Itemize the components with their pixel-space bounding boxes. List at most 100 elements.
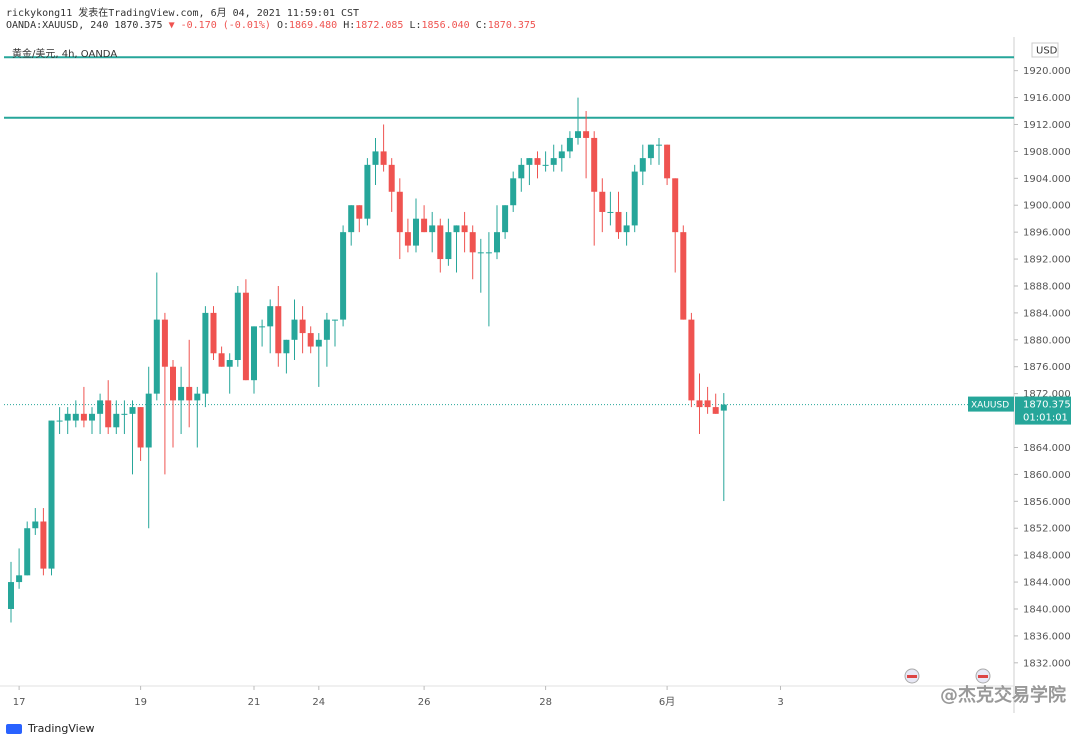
y-tick-label: 1896.000 [1023,228,1071,239]
candle-body [291,319,298,340]
candle-body [526,158,533,165]
candle-body [210,312,217,354]
y-tick-label: 1864.000 [1023,443,1071,454]
y-tick-label: 1880.000 [1023,335,1071,346]
candle-body [453,225,460,233]
y-tick-label: 1920.000 [1023,66,1071,77]
y-tick-label: 1848.000 [1023,551,1071,562]
candle-body [267,306,274,327]
tradingview-logo-text: TradingView [28,722,95,735]
x-tick-label: 26 [418,697,431,708]
candle-body [332,319,338,321]
candle-body [639,158,646,172]
candle-body [664,144,671,179]
candle-body [680,232,687,320]
y-tick-label: 1892.000 [1023,255,1071,266]
y-tick-label: 1900.000 [1023,201,1071,212]
candle-body [672,178,679,233]
candle-body [24,528,31,576]
symbol-label-box [968,396,1014,412]
y-tick-label: 1836.000 [1023,631,1071,642]
y-tick-label: 1904.000 [1023,174,1071,185]
candle-body [202,312,209,394]
candle-body [356,205,363,219]
chart-legend-name: 黄金/美元, 4h, OANDA [12,49,118,60]
candle-body [137,407,144,448]
candle-body [583,131,590,138]
candle-body [712,407,719,414]
candle-body [372,151,379,165]
candle-body [145,393,152,448]
candle-body [299,319,306,334]
open-value: 1869.480 [289,20,338,31]
candle-body [97,400,104,414]
x-tick-label: 21 [248,697,261,708]
candle-body [153,319,160,394]
candle-body [599,191,606,212]
y-tick-label: 1872.000 [1023,389,1071,400]
candle-body [186,386,193,401]
candle-body [323,319,330,340]
ohlc-line: OANDA:XAUUSD, 240 1870.375 ▼ -0.170 (-0.… [6,20,536,31]
y-tick-label: 1832.000 [1023,658,1071,669]
candle-body [251,326,257,381]
candle-body [56,420,63,422]
y-tick-label: 1888.000 [1023,281,1071,292]
x-tick-label: 28 [539,697,552,708]
candle-body [40,521,47,569]
open-label: O: [276,20,290,31]
symbol-line: OANDA:XAUUSD, 240 1870.375 [6,20,163,31]
publish-info: rickykong11 发表在TradingView.com, 6月 04, 2… [6,8,360,19]
x-tick-label: 17 [13,697,26,708]
candle-body [170,366,176,401]
candle-body [421,218,428,233]
usd-unit-box [1031,42,1059,58]
candle-body [315,339,322,347]
candle-body [348,205,355,233]
candle-body [656,144,662,146]
candle-body [437,225,444,260]
candle-body [485,252,492,254]
tradingview-footer[interactable]: TradingView [6,722,94,735]
y-tick-label: 1908.000 [1023,147,1071,158]
candle-body [704,400,711,408]
candle-body [591,137,598,192]
candle-body [518,164,525,179]
candle-body [8,582,14,609]
brand-watermark: @杰克交易学院 [940,685,1066,706]
candle-body [242,292,249,381]
tradingview-logo-icon [6,723,22,734]
high-value: 1872.085 [355,20,404,31]
candles-group [8,97,727,623]
candle-body [696,400,703,408]
y-tick-label: 1856.000 [1023,497,1071,508]
candle-body [647,144,654,159]
candle-body [113,413,120,428]
candle-body [129,407,136,414]
candle-body [607,211,614,213]
candle-body [80,413,87,421]
candle-body [226,360,233,367]
candle-body [413,218,419,246]
candle-body [307,333,314,347]
candle-body [32,521,39,529]
candle-body [275,306,282,354]
candle-body [445,232,452,260]
candle-body [720,404,727,411]
candle-body [502,205,509,233]
y-tick-label: 1840.000 [1023,604,1071,615]
y-tick-label: 1916.000 [1023,93,1071,104]
candle-body [194,393,201,401]
high-label: H: [343,20,356,31]
usd-unit-label: USD [1036,46,1058,57]
y-tick-label: 1912.000 [1023,120,1071,131]
close-value: 1870.375 [487,20,536,31]
candle-body [340,232,347,320]
candle-body [380,151,387,165]
candle-body [396,191,403,233]
us-flag-stripe [978,675,988,678]
candle-body [178,386,185,401]
candle-body [259,326,266,328]
candle-body [364,164,371,219]
